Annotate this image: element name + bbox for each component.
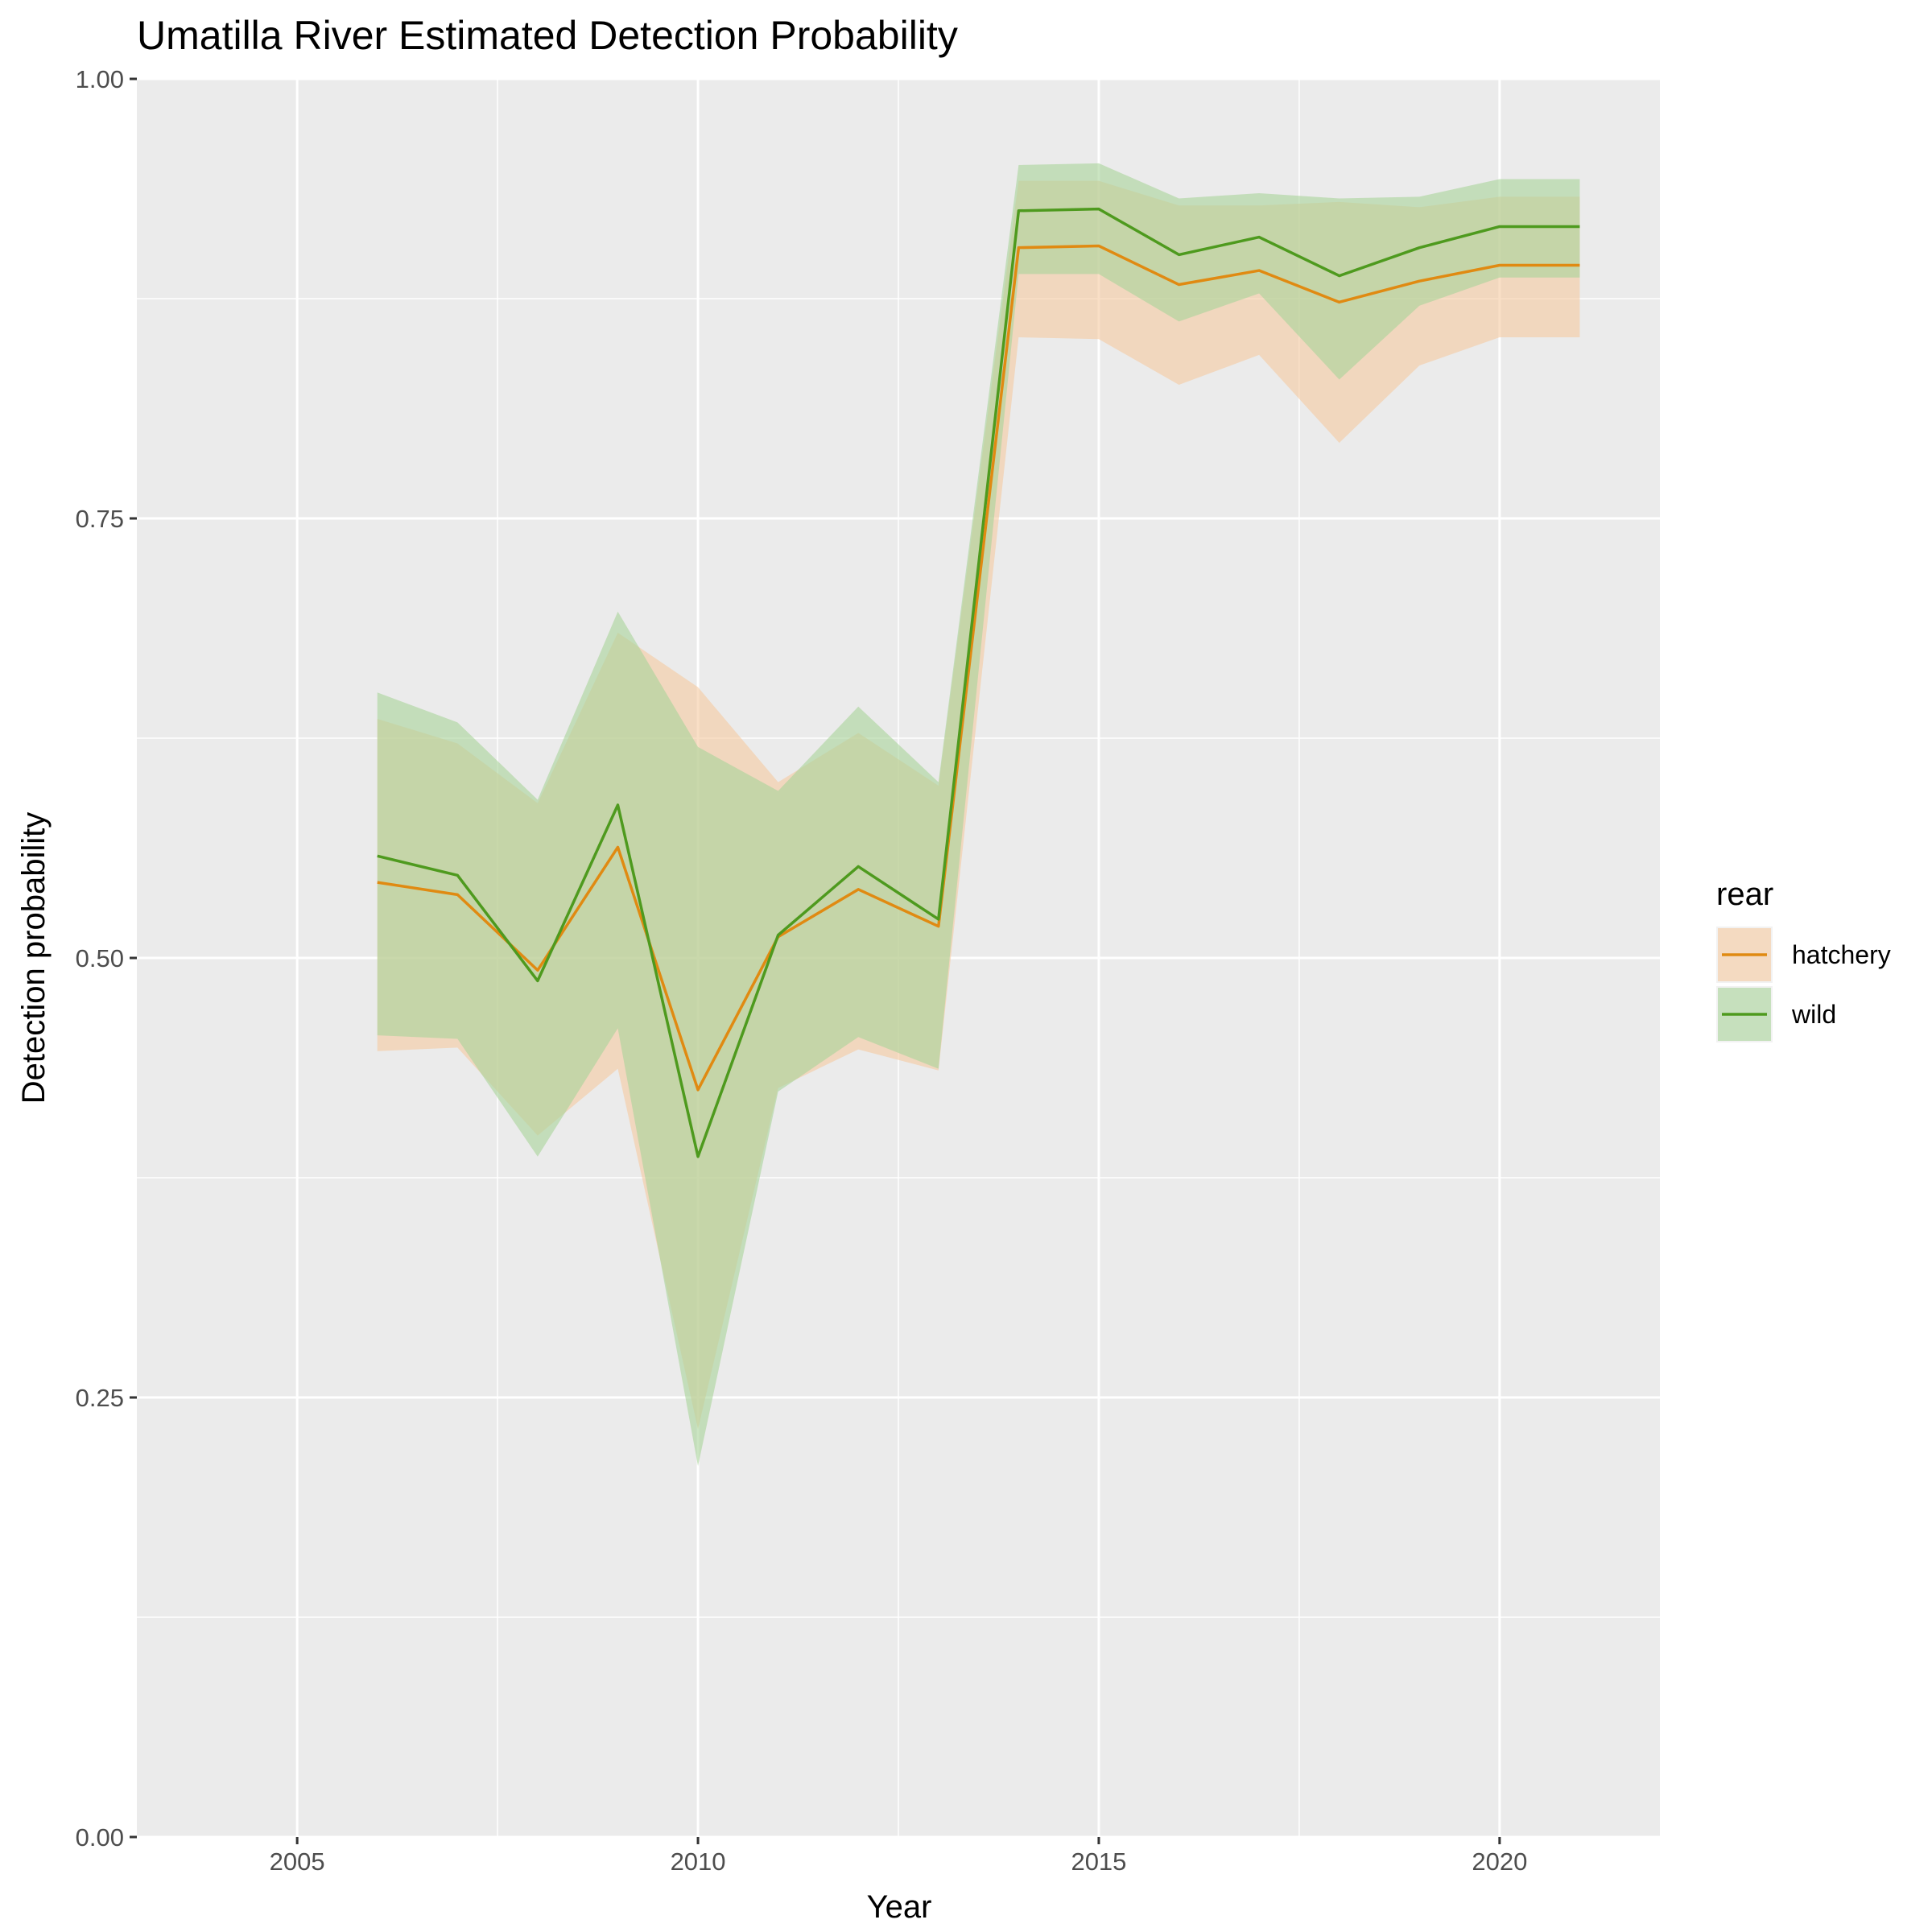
x-tick-label: 2020 — [1472, 1847, 1527, 1876]
legend-key-hatchery — [1716, 927, 1773, 983]
y-tick-label: 0.75 — [76, 505, 124, 533]
legend: rear hatchery wild — [1716, 877, 1891, 1042]
line-wild — [377, 207, 1580, 1158]
x-axis-label: Year — [867, 1889, 932, 1925]
legend-label-hatchery: hatchery — [1792, 940, 1891, 969]
y-tick-label: 0.25 — [76, 1384, 124, 1412]
y-tick-label: 0.00 — [76, 1823, 124, 1852]
x-tick-label: 2005 — [270, 1847, 325, 1876]
axes: 2005 2010 2015 2020 0.00 0.25 0.50 0.75 1.00 — [76, 65, 1528, 1876]
legend-label-wild: wild — [1791, 1000, 1836, 1029]
series-lines — [377, 207, 1580, 1158]
line-hatchery — [377, 244, 1580, 1092]
y-tick-label: 1.00 — [76, 65, 124, 93]
y-axis-label: Detection probability — [16, 812, 52, 1104]
ribbon-wild — [377, 163, 1580, 1467]
legend-key-wild — [1716, 986, 1773, 1042]
chart-title: Umatilla River Estimated Detection Proba… — [137, 13, 958, 58]
legend-title: rear — [1716, 877, 1773, 912]
x-tick-label: 2015 — [1071, 1847, 1126, 1876]
y-tick-label: 0.50 — [76, 944, 124, 972]
confidence-ribbons — [377, 163, 1580, 1467]
x-tick-label: 2010 — [671, 1847, 726, 1876]
